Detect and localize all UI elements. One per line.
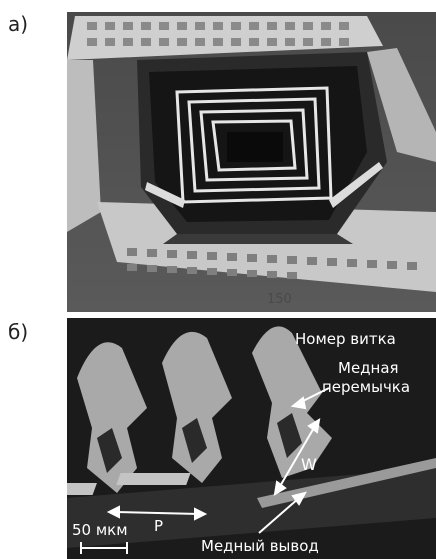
copper-bridge-arrow — [290, 387, 330, 410]
stamp-text: 150 — [267, 292, 292, 307]
pitch-arrow — [106, 505, 208, 521]
width-arrow — [273, 418, 321, 496]
turn-number-label: Номер витка — [295, 330, 396, 348]
copper-lead-arrow — [258, 491, 307, 534]
scale-bar — [80, 542, 128, 554]
panel-a-photo: 150 — [67, 12, 436, 312]
panel-b-photo: Номер витка Медная перемычка W P 50 мкм … — [67, 318, 436, 559]
pitch-label: P — [154, 517, 163, 535]
panel-a-label: а) — [8, 12, 29, 36]
copper-bridge-label-line2: перемычка — [322, 378, 410, 396]
copper-lead-label: Медный вывод — [201, 537, 319, 555]
copper-bridge-label-line1: Медная — [338, 359, 399, 377]
width-label: W — [301, 455, 317, 474]
scale-bar-label: 50 мкм — [72, 521, 128, 539]
copper-coil-image: Номер витка Медная перемычка W P 50 мкм … — [67, 318, 436, 559]
spiral-inductor-image: 150 — [67, 12, 436, 312]
panel-b-label: б) — [8, 320, 29, 344]
